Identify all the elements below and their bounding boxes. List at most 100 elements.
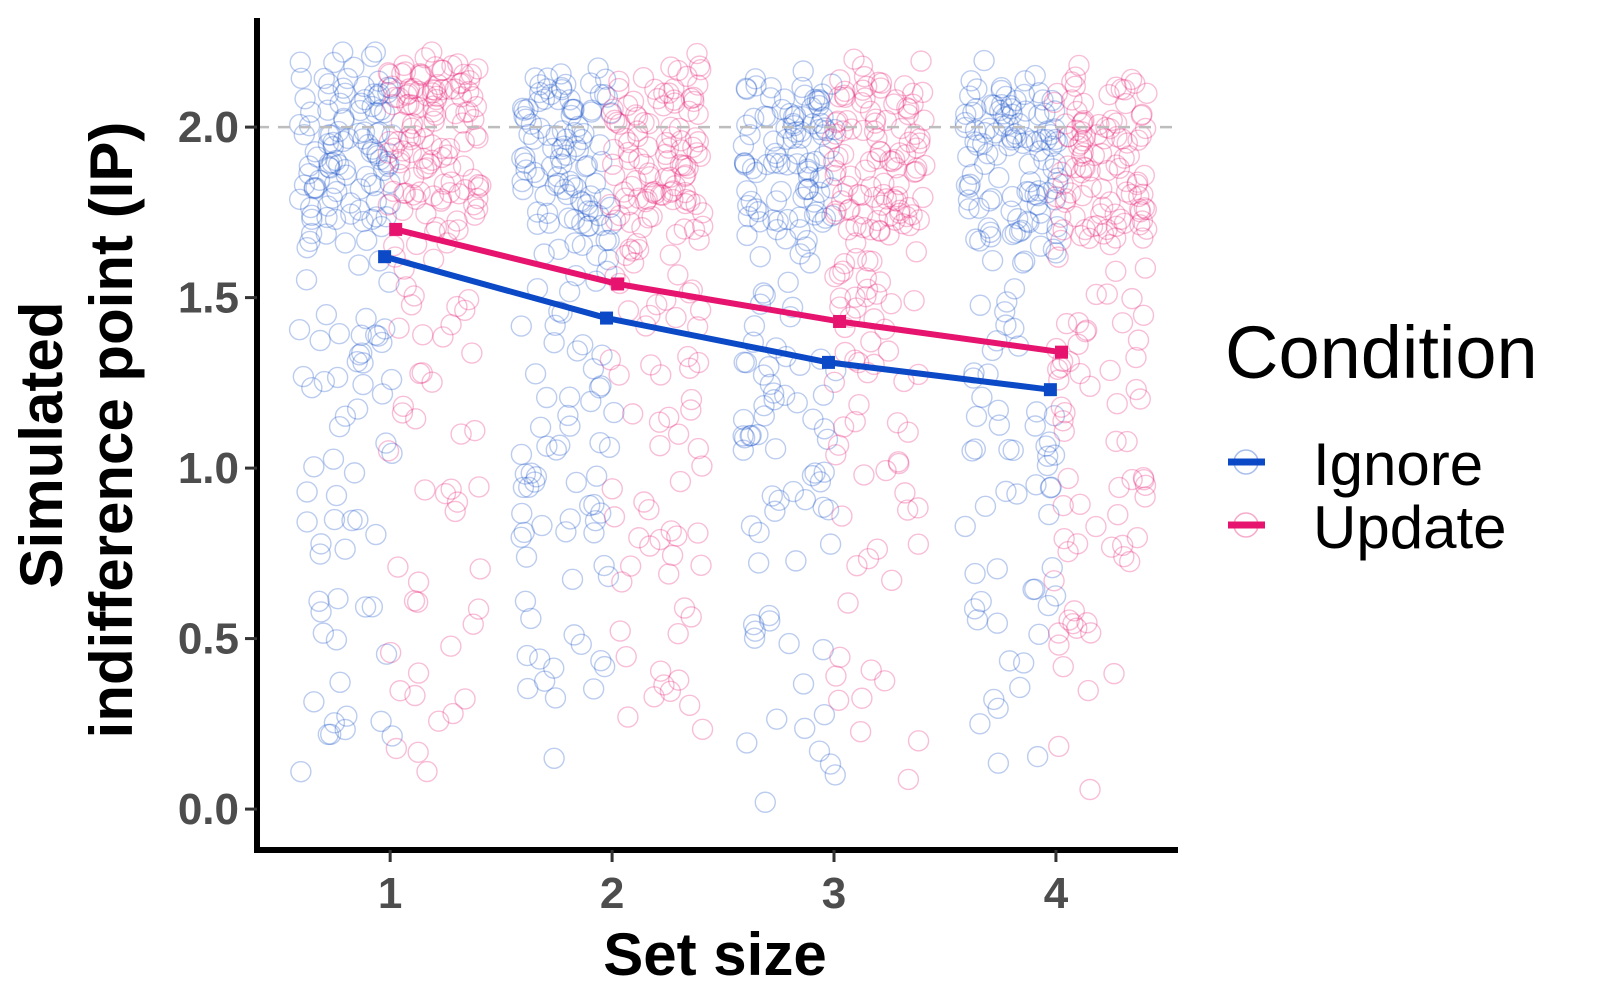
data-point-ignore xyxy=(983,94,1005,117)
data-point-ignore xyxy=(977,142,999,165)
data-point-update xyxy=(675,188,697,211)
data-point-update xyxy=(1043,570,1065,592)
data-point-ignore xyxy=(529,648,551,670)
data-point-update xyxy=(1115,181,1138,203)
data-point-update xyxy=(617,706,639,728)
data-point-update xyxy=(1105,112,1128,134)
data-point-ignore xyxy=(548,300,570,323)
data-point-ignore xyxy=(374,318,396,340)
data-point-update xyxy=(1076,612,1098,634)
data-point-update xyxy=(838,199,860,221)
data-point-update xyxy=(854,87,876,109)
data-point-ignore xyxy=(322,448,345,470)
data-point-ignore xyxy=(1036,181,1059,204)
data-point-ignore xyxy=(960,70,982,92)
data-point-update xyxy=(831,190,853,212)
data-point-update xyxy=(413,127,435,150)
data-point-update xyxy=(663,89,685,111)
data-point-ignore xyxy=(964,438,986,460)
data-point-update xyxy=(1069,493,1091,516)
data-point-update xyxy=(1118,550,1141,573)
data-point-update xyxy=(881,150,903,173)
data-point-update xyxy=(387,556,409,578)
y-axis-title-line2: indifference point (IP) xyxy=(78,122,145,739)
data-point-update xyxy=(885,89,907,111)
data-point-update xyxy=(831,505,853,527)
data-point-ignore xyxy=(515,546,538,568)
data-point-ignore xyxy=(547,172,569,194)
data-point-update xyxy=(391,402,414,424)
data-point-ignore xyxy=(529,74,551,96)
data-point-ignore xyxy=(776,208,799,231)
data-point-ignore xyxy=(562,174,584,197)
data-point-update xyxy=(1129,201,1152,223)
data-point-ignore xyxy=(575,156,597,178)
mean-marker-ignore xyxy=(600,311,614,325)
data-point-update xyxy=(409,362,431,385)
data-point-ignore xyxy=(1018,153,1040,175)
data-point-update xyxy=(845,297,867,319)
data-point-ignore xyxy=(817,499,840,521)
data-point-update xyxy=(682,136,704,158)
data-point-ignore xyxy=(812,496,834,519)
data-point-update xyxy=(1127,329,1150,351)
data-point-ignore xyxy=(808,118,830,141)
data-point-ignore xyxy=(819,533,842,555)
data-point-ignore xyxy=(563,624,585,646)
data-point-ignore xyxy=(360,172,382,195)
data-point-ignore xyxy=(524,471,546,493)
data-point-update xyxy=(873,172,895,195)
data-point-update xyxy=(407,741,429,763)
data-point-update xyxy=(1080,622,1102,644)
data-point-ignore xyxy=(1036,128,1058,151)
data-point-ignore xyxy=(796,229,818,252)
data-point-update xyxy=(1072,92,1095,114)
data-point-ignore xyxy=(339,192,362,214)
data-point-ignore xyxy=(288,188,311,211)
data-point-ignore xyxy=(808,740,831,762)
data-point-update xyxy=(423,110,445,132)
data-point-ignore xyxy=(958,176,980,198)
data-point-ignore xyxy=(315,223,338,245)
data-point-ignore xyxy=(965,98,987,120)
data-point-update xyxy=(451,112,474,134)
data-point-ignore xyxy=(555,144,577,166)
data-point-ignore xyxy=(819,753,842,775)
data-point-ignore xyxy=(1034,102,1056,125)
data-point-ignore xyxy=(804,150,827,173)
data-point-ignore xyxy=(596,86,619,108)
data-point-ignore xyxy=(336,67,359,90)
data-point-update xyxy=(912,186,934,209)
data-point-update xyxy=(424,104,447,126)
data-point-update xyxy=(875,459,897,482)
data-point-ignore xyxy=(296,511,318,533)
data-point-ignore xyxy=(317,723,340,746)
data-point-update xyxy=(667,423,690,445)
data-point-update xyxy=(1105,227,1127,249)
data-point-ignore xyxy=(968,197,990,219)
data-point-ignore xyxy=(528,90,550,113)
data-point-update xyxy=(690,59,712,81)
data-point-ignore xyxy=(1039,477,1062,499)
data-point-ignore xyxy=(360,141,383,163)
data-point-ignore xyxy=(818,137,840,160)
legend-key-update-marker xyxy=(1233,512,1259,538)
data-point-update xyxy=(1092,223,1115,245)
data-point-ignore xyxy=(1006,208,1029,230)
data-point-update xyxy=(642,181,664,204)
data-point-ignore xyxy=(736,180,758,202)
data-point-ignore xyxy=(591,214,613,237)
data-point-update xyxy=(677,157,699,179)
data-point-update xyxy=(859,150,882,173)
data-point-ignore xyxy=(543,331,565,354)
data-point-update xyxy=(653,674,675,696)
data-point-update xyxy=(1047,246,1069,268)
data-point-update xyxy=(1050,161,1073,183)
data-point-ignore xyxy=(770,180,792,203)
data-point-ignore xyxy=(752,364,775,386)
data-point-update xyxy=(839,165,862,187)
data-point-ignore xyxy=(966,609,989,631)
data-point-update xyxy=(1135,198,1157,221)
data-point-ignore xyxy=(565,177,587,199)
data-point-update xyxy=(1116,430,1138,453)
